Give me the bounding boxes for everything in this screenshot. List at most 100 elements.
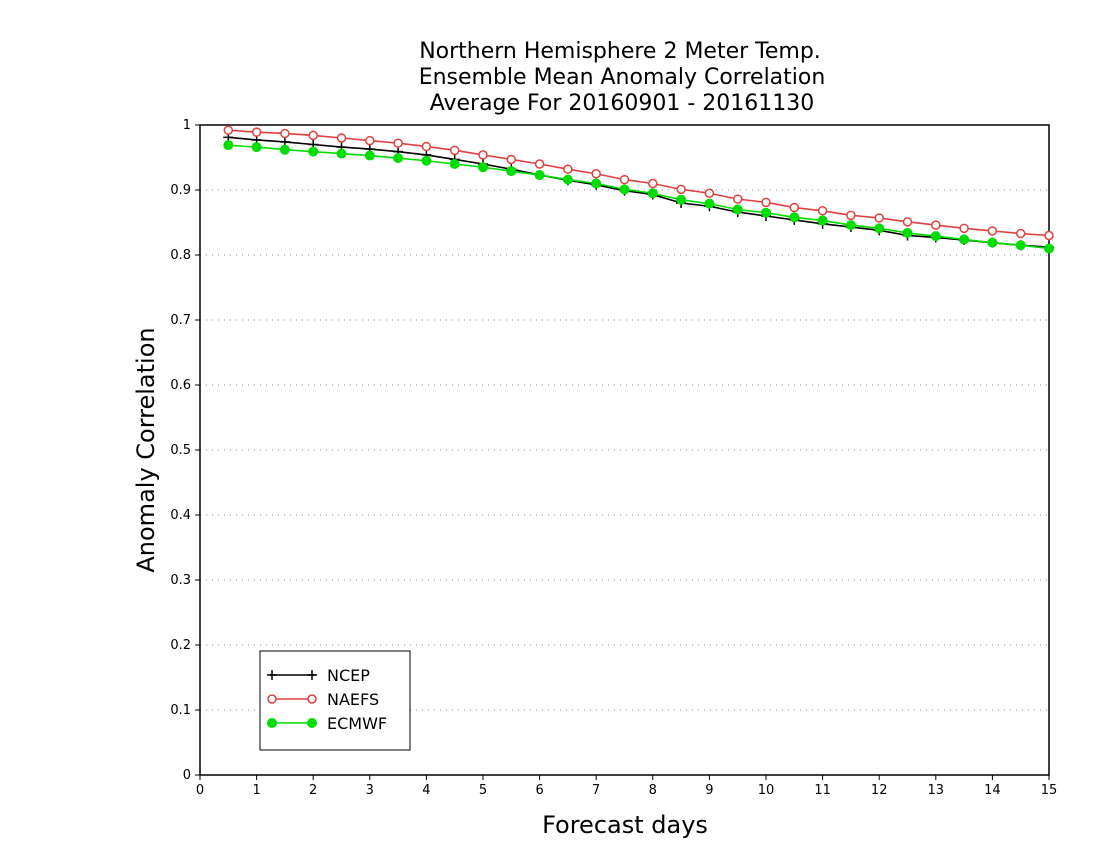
point-naefs-21: [817, 206, 828, 216]
point-naefs-25: [931, 220, 941, 230]
point-naefs-22: [846, 210, 856, 221]
point-ecmwf-26: [959, 234, 970, 245]
point-ecmwf-25: [930, 231, 941, 242]
point-ecmwf-10: [506, 166, 517, 177]
point-naefs-17: [704, 188, 715, 198]
point-ecmwf-28: [1015, 240, 1026, 251]
x-tick-label-12: 12: [871, 783, 888, 798]
point-naefs-1: [251, 127, 262, 137]
chart-title: Northern Hemisphere 2 Meter Temp. Ensemb…: [419, 39, 826, 116]
point-naefs-14: [619, 174, 630, 185]
title-line-3: Average For 20160901 - 20161130: [430, 91, 815, 116]
point-ecmwf-5: [364, 150, 375, 161]
point-ecmwf-22: [845, 220, 856, 231]
point-ecmwf-14: [619, 184, 630, 195]
point-naefs-3: [308, 130, 318, 141]
point-naefs-5: [365, 135, 375, 146]
point-ecmwf-29: [1044, 243, 1054, 254]
point-ecmwf-17: [704, 198, 715, 209]
point-ecmwf-8: [449, 159, 460, 169]
y-tick-label-3: 0.3: [170, 573, 191, 588]
x-tick-label-6: 6: [535, 783, 543, 798]
point-ecmwf-7: [421, 155, 432, 166]
point-ecmwf-18: [732, 204, 743, 215]
point-naefs-24: [902, 217, 913, 227]
point-ecmwf-24: [902, 227, 913, 238]
x-axis-label: Forecast days: [542, 811, 708, 839]
point-naefs-19: [761, 197, 771, 208]
point-ecmwf-16: [676, 194, 687, 205]
title-line-2: Ensemble Mean Anomaly Correlation: [419, 65, 826, 90]
x-tick-label-3: 3: [366, 783, 374, 798]
point-naefs-4: [336, 133, 347, 143]
point-naefs-26: [959, 223, 969, 234]
point-ecmwf-27: [987, 237, 998, 248]
x-tick-label-0: 0: [196, 783, 204, 798]
point-naefs-18: [732, 194, 743, 204]
legend-marker-start-ncep: [267, 670, 277, 680]
x-tick-label-13: 13: [928, 783, 945, 798]
point-ecmwf-9: [478, 162, 488, 173]
legend-marker-start-ecmwf: [267, 718, 277, 728]
point-ecmwf-19: [761, 207, 771, 218]
point-naefs-27: [987, 226, 998, 236]
x-tick-label-5: 5: [479, 783, 487, 798]
point-naefs-12: [563, 164, 573, 174]
x-tick-label-11: 11: [814, 783, 831, 798]
legend-marker-end-naefs: [307, 694, 317, 704]
point-ecmwf-0: [223, 140, 234, 151]
y-tick-label-2: 0.2: [170, 638, 191, 653]
series-line-naefs: [228, 129, 1050, 237]
legend-box: [259, 650, 411, 751]
point-naefs-9: [478, 150, 488, 160]
point-naefs-0: [223, 125, 234, 135]
point-naefs-15: [648, 178, 658, 189]
y-tick-label-6: 0.6: [170, 378, 191, 393]
point-ecmwf-23: [874, 223, 885, 234]
point-naefs-8: [449, 145, 460, 156]
title-line-1: Northern Hemisphere 2 Meter Temp.: [419, 39, 821, 64]
point-naefs-13: [591, 169, 601, 179]
y-tick-label-1: 0.1: [170, 703, 191, 718]
point-ecmwf-1: [251, 142, 262, 153]
point-naefs-29: [1044, 230, 1054, 241]
y-tick-label-7: 0.7: [170, 313, 191, 328]
legend-marker-end-ncep: [307, 670, 317, 680]
point-ecmwf-21: [817, 215, 828, 226]
legend-marker-end-ecmwf: [307, 718, 317, 728]
x-tick-label-1: 1: [252, 783, 260, 798]
x-tick-label-14: 14: [984, 783, 1001, 798]
point-ecmwf-6: [393, 153, 404, 164]
axes: 00.10.20.30.40.50.60.70.80.910 1 2 3 4 5 6 7 8 9 1…: [170, 118, 1057, 798]
y-tick-label-8: 0.8: [170, 248, 191, 263]
y-tick-label-0: 0: [183, 768, 191, 783]
x-tick-label-8: 8: [649, 783, 657, 798]
legend: NCEP NAEFS ECMWF: [259, 650, 411, 751]
x-tick-label-2: 2: [309, 783, 317, 798]
legend-label-ecmwf: ECMWF: [327, 714, 387, 733]
legend-marker-start-naefs: [267, 694, 277, 704]
point-ecmwf-15: [647, 188, 658, 199]
legend-label-naefs: NAEFS: [327, 690, 379, 709]
data-series: [223, 125, 1054, 254]
point-naefs-6: [393, 138, 403, 148]
point-ecmwf-12: [562, 174, 573, 185]
y-tick-label-9: 0.9: [170, 183, 191, 198]
x-tick-label-10: 10: [758, 783, 775, 798]
y-tick-label-4: 0.4: [170, 508, 191, 523]
point-ecmwf-3: [308, 146, 319, 157]
x-tick-label-4: 4: [422, 783, 430, 798]
point-naefs-28: [1015, 228, 1026, 239]
point-naefs-23: [874, 213, 884, 223]
point-naefs-2: [280, 128, 290, 139]
x-tick-label-15: 15: [1041, 783, 1058, 798]
y-tick-label-10: 1: [183, 118, 191, 133]
y-axis-label: Anomaly Correlation: [132, 327, 160, 572]
point-naefs-20: [789, 202, 800, 213]
point-ecmwf-11: [534, 170, 545, 181]
point-ecmwf-4: [336, 148, 347, 159]
point-naefs-10: [506, 154, 517, 165]
legend-label-ncep: NCEP: [327, 666, 370, 685]
point-naefs-16: [676, 184, 686, 195]
